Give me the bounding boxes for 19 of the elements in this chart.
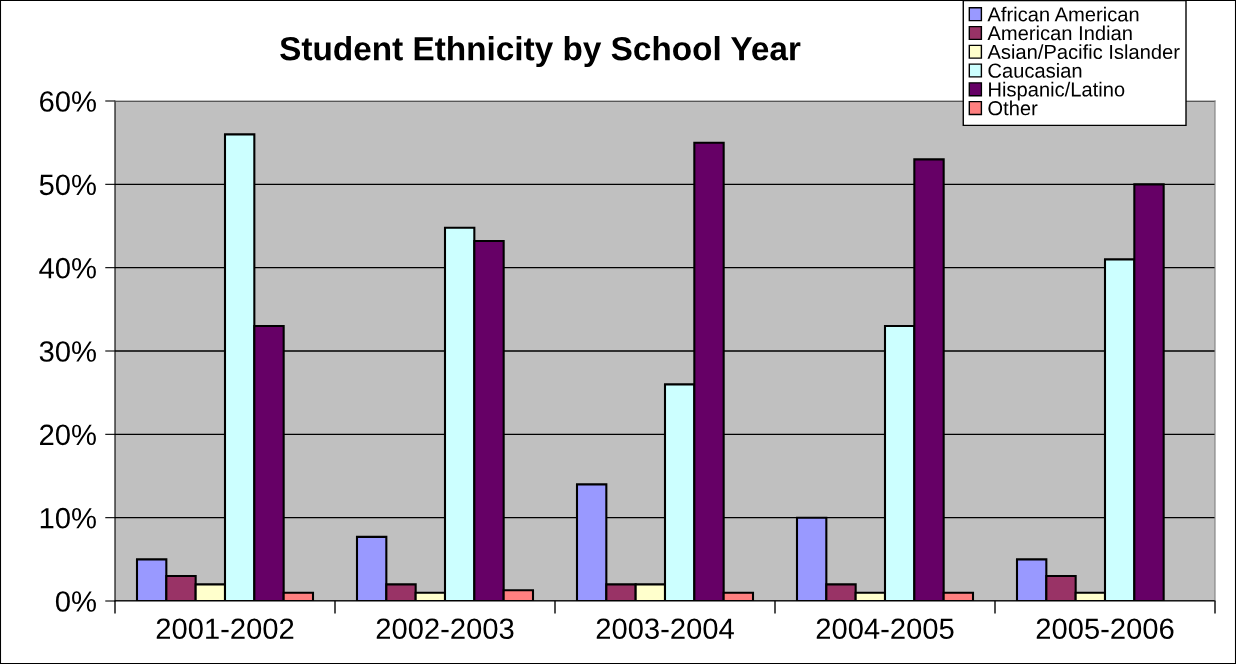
y-tick-label: 30% — [39, 341, 96, 362]
legend-label: Caucasian — [988, 63, 1082, 78]
x-tick-label: 2001-2002 — [156, 618, 294, 640]
legend-label: Other — [988, 100, 1038, 116]
y-tick-label: 10% — [40, 507, 96, 529]
y-tick-label: 20% — [40, 424, 96, 446]
y-tick-label: 60% — [40, 91, 96, 112]
legend-label: African American — [987, 6, 1139, 22]
legend-label: Hispanic/Latino — [989, 81, 1125, 101]
legend-label: Asian/Pacific Islander — [987, 44, 1180, 60]
x-tick-label: 2002-2003 — [376, 618, 514, 640]
x-tick-label: 2005-2006 — [1036, 618, 1174, 640]
x-tick-label: 2003-2004 — [596, 618, 734, 640]
y-tick-label: 0% — [55, 591, 96, 612]
chart-title: Student Ethnicity by School Year — [280, 36, 801, 68]
y-tick-label: 40% — [39, 257, 96, 279]
legend-label: American Indian — [987, 25, 1132, 41]
y-tick-label: 50% — [39, 174, 96, 196]
x-tick-label: 2004-2005 — [816, 618, 954, 640]
